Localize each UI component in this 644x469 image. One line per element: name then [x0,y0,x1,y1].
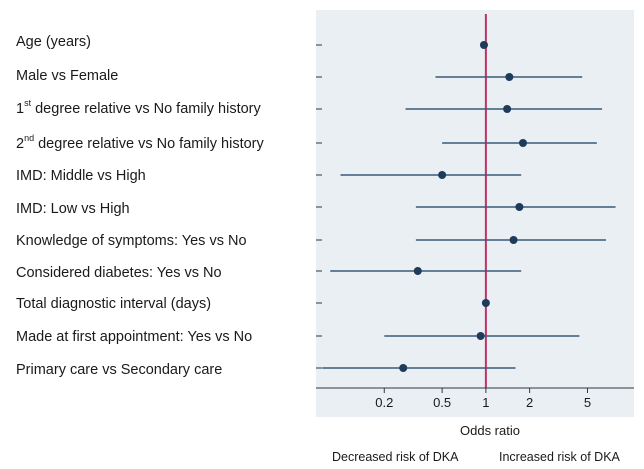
x-axis-title: Odds ratio [460,423,520,438]
odds-ratio-marker [505,73,514,81]
row-label-first-degree: 1st degree relative vs No family history [16,98,261,118]
second-degree-suffix: nd [24,133,35,144]
first-degree-suffix: st [24,98,32,109]
plot-area [316,10,634,417]
row-label-imd-middle: IMD: Middle vs High [16,168,146,184]
odds-ratio-marker [479,41,488,49]
odds-ratio-marker [476,332,485,340]
first-degree-text: degree relative vs No family history [31,101,261,117]
decreased-risk-label: Decreased risk of DKA [332,450,459,464]
x-tick-label: 0.2 [375,395,393,410]
odds-ratio-marker [399,364,408,372]
row-label-first-appointment: Made at first appointment: Yes vs No [16,329,253,345]
row-label-imd-low: IMD: Low vs High [16,201,130,217]
odds-ratio-marker [438,171,447,179]
row-label-interval: Total diagnostic interval (days) [16,296,212,312]
first-degree-number: 1 [16,101,25,117]
odds-ratio-marker [503,105,512,113]
x-tick-label: 0.5 [433,395,451,410]
row-label-care-setting: Primary care vs Secondary care [16,362,223,378]
x-tick-label: 5 [584,395,591,410]
odds-ratio-marker [509,236,518,244]
odds-ratio-marker [518,139,527,147]
odds-ratio-marker [515,203,524,211]
increased-risk-label: Increased risk of DKA [499,450,620,464]
second-degree-number: 2 [16,136,25,152]
row-label-sex: Male vs Female [16,68,119,84]
odds-ratio-marker [481,299,490,307]
row-label-second-degree: 2nd degree relative vs No family history [16,133,264,153]
x-tick-label: 2 [526,395,533,410]
row-label-considered: Considered diabetes: Yes vs No [16,265,222,281]
row-label-knowledge: Knowledge of symptoms: Yes vs No [16,233,247,249]
x-tick-label: 1 [482,395,489,410]
odds-ratio-marker [413,267,422,275]
row-label-age: Age (years) [16,34,91,50]
second-degree-text: degree relative vs No family history [34,136,264,152]
